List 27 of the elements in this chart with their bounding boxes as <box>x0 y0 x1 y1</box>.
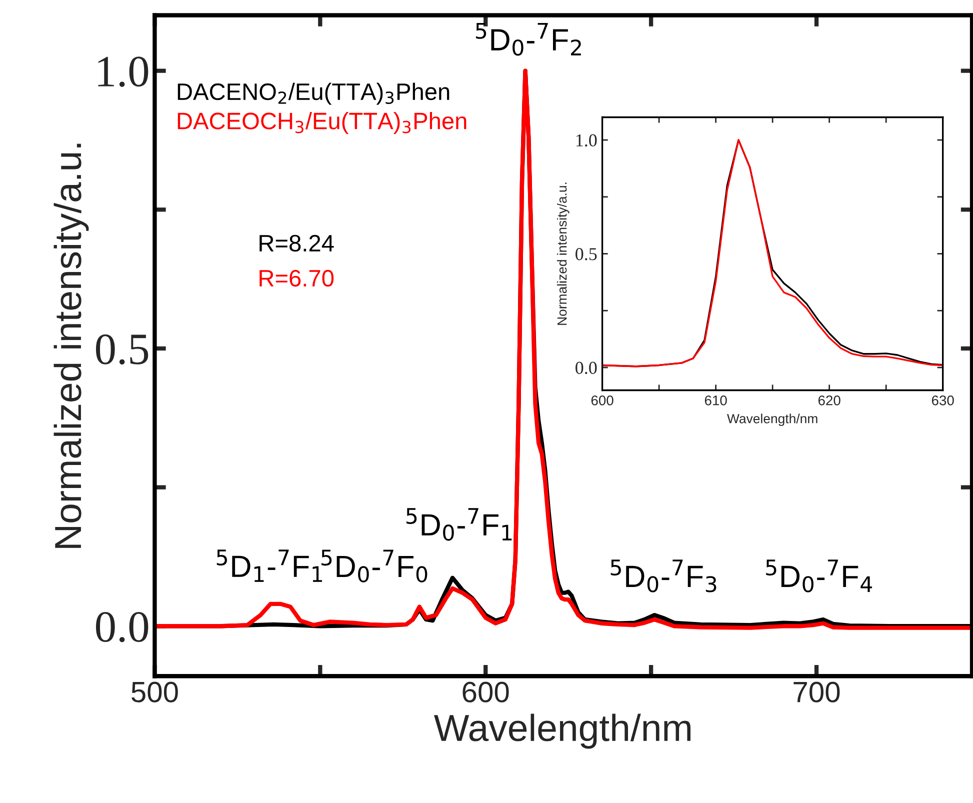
y-axis-title: Normalized intensity/a.u. <box>557 182 570 325</box>
y-axis-title: Normalized intensity/a.u. <box>54 144 89 548</box>
annotation: $^{5}$D$_{0}$-$^{7}$F$_{1}$ <box>406 508 512 541</box>
text: DACENO$_{2}$/Eu(TTA)$_{3}$Phen <box>178 82 450 105</box>
x-tick-label: 600 <box>462 682 509 702</box>
x-tick-label: 630 <box>932 395 954 406</box>
y-tick-label: 0.5 <box>96 334 148 365</box>
text: DACEOCH$_{3}$/Eu(TTA)$_{3}$Phen <box>178 112 466 134</box>
annotation: $^{5}$D$_{0}$-$^{7}$F$_{3}$ <box>610 560 716 592</box>
x-axis-title: Wavelength/nm <box>434 714 690 749</box>
annotation: R=6.70 <box>260 270 334 287</box>
x-axis-title: Wavelength/nm <box>727 414 818 426</box>
x-tick-label: 600 <box>591 395 614 406</box>
annotation: R=8.24 <box>260 234 334 252</box>
y-tick-label: 0.0 <box>96 612 148 642</box>
y-tick-label: 0.0 <box>576 362 597 374</box>
annotation: $^{5}$D$_{0}$-$^{7}$F$_{0}$ <box>322 550 428 582</box>
annotation: $^{5}$D$_{0}$-$^{7}$F$_{4}$ <box>766 560 872 592</box>
x-tick-label: 700 <box>794 682 840 702</box>
y-tick-label: 1.0 <box>576 134 597 147</box>
x-tick-label: 610 <box>704 395 727 406</box>
x-tick-label: 620 <box>818 395 840 406</box>
x-tick-label: 500 <box>132 682 178 702</box>
y-tick-label: 0.5 <box>576 248 597 260</box>
annotation: $^{5}$D$_{0}$-$^{7}$F$_{2}$ <box>476 23 581 56</box>
y-tick-label: 1.0 <box>98 56 148 87</box>
annotation: $^{5}$D$_{1}$-$^{7}$F$_{1}$ <box>216 550 322 582</box>
